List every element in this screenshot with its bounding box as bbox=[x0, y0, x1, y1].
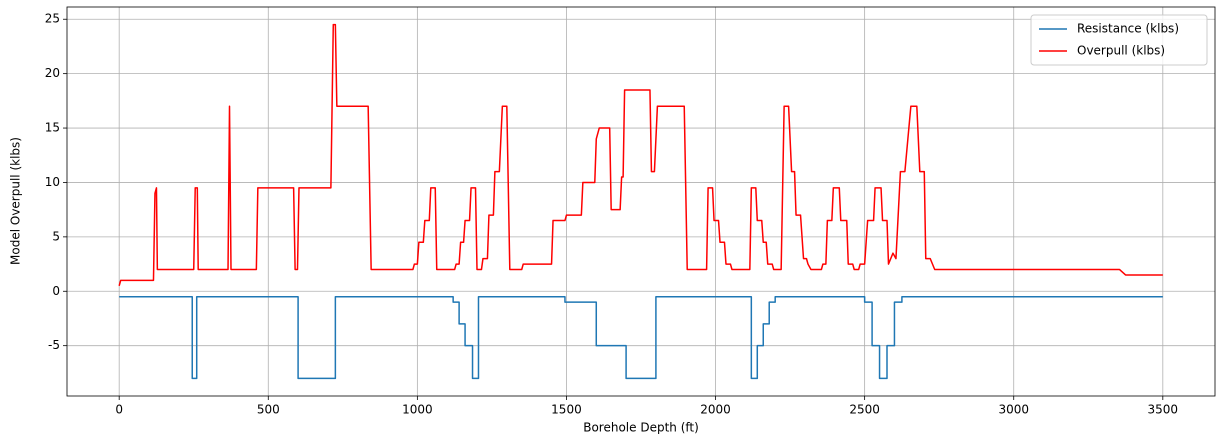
x-tick-label: 2500 bbox=[849, 403, 880, 417]
y-tick-label: 5 bbox=[52, 229, 60, 243]
x-tick-label: 1500 bbox=[551, 403, 582, 417]
x-tick-label: 500 bbox=[257, 403, 280, 417]
series-line bbox=[119, 295, 1163, 380]
x-tick-label: 3000 bbox=[998, 403, 1029, 417]
y-tick-label: 20 bbox=[45, 66, 60, 80]
legend-box bbox=[1030, 14, 1208, 66]
legend: Resistance (klbs) Overpull (klbs) bbox=[1030, 14, 1208, 66]
x-tick-label: 2000 bbox=[700, 403, 731, 417]
legend-label: Overpull (klbs) bbox=[1077, 44, 1165, 58]
x-tick-label: 3500 bbox=[1148, 403, 1179, 417]
y-tick-label: 0 bbox=[52, 284, 60, 298]
axes-frame bbox=[66, 6, 1216, 397]
y-tick-label: 15 bbox=[45, 121, 60, 135]
series-line bbox=[118, 23, 1163, 287]
x-tick-label: 1000 bbox=[402, 403, 433, 417]
y-axis-label: Model Overpull (klbs) bbox=[9, 137, 23, 265]
legend-label: Resistance (klbs) bbox=[1077, 22, 1179, 36]
y-tick-label: 10 bbox=[45, 175, 60, 189]
y-tick-label: 25 bbox=[45, 12, 60, 26]
x-tick-label: 0 bbox=[115, 403, 123, 417]
y-tick-label: -5 bbox=[48, 338, 60, 352]
x-axis-label: Borehole Depth (ft) bbox=[583, 421, 699, 435]
